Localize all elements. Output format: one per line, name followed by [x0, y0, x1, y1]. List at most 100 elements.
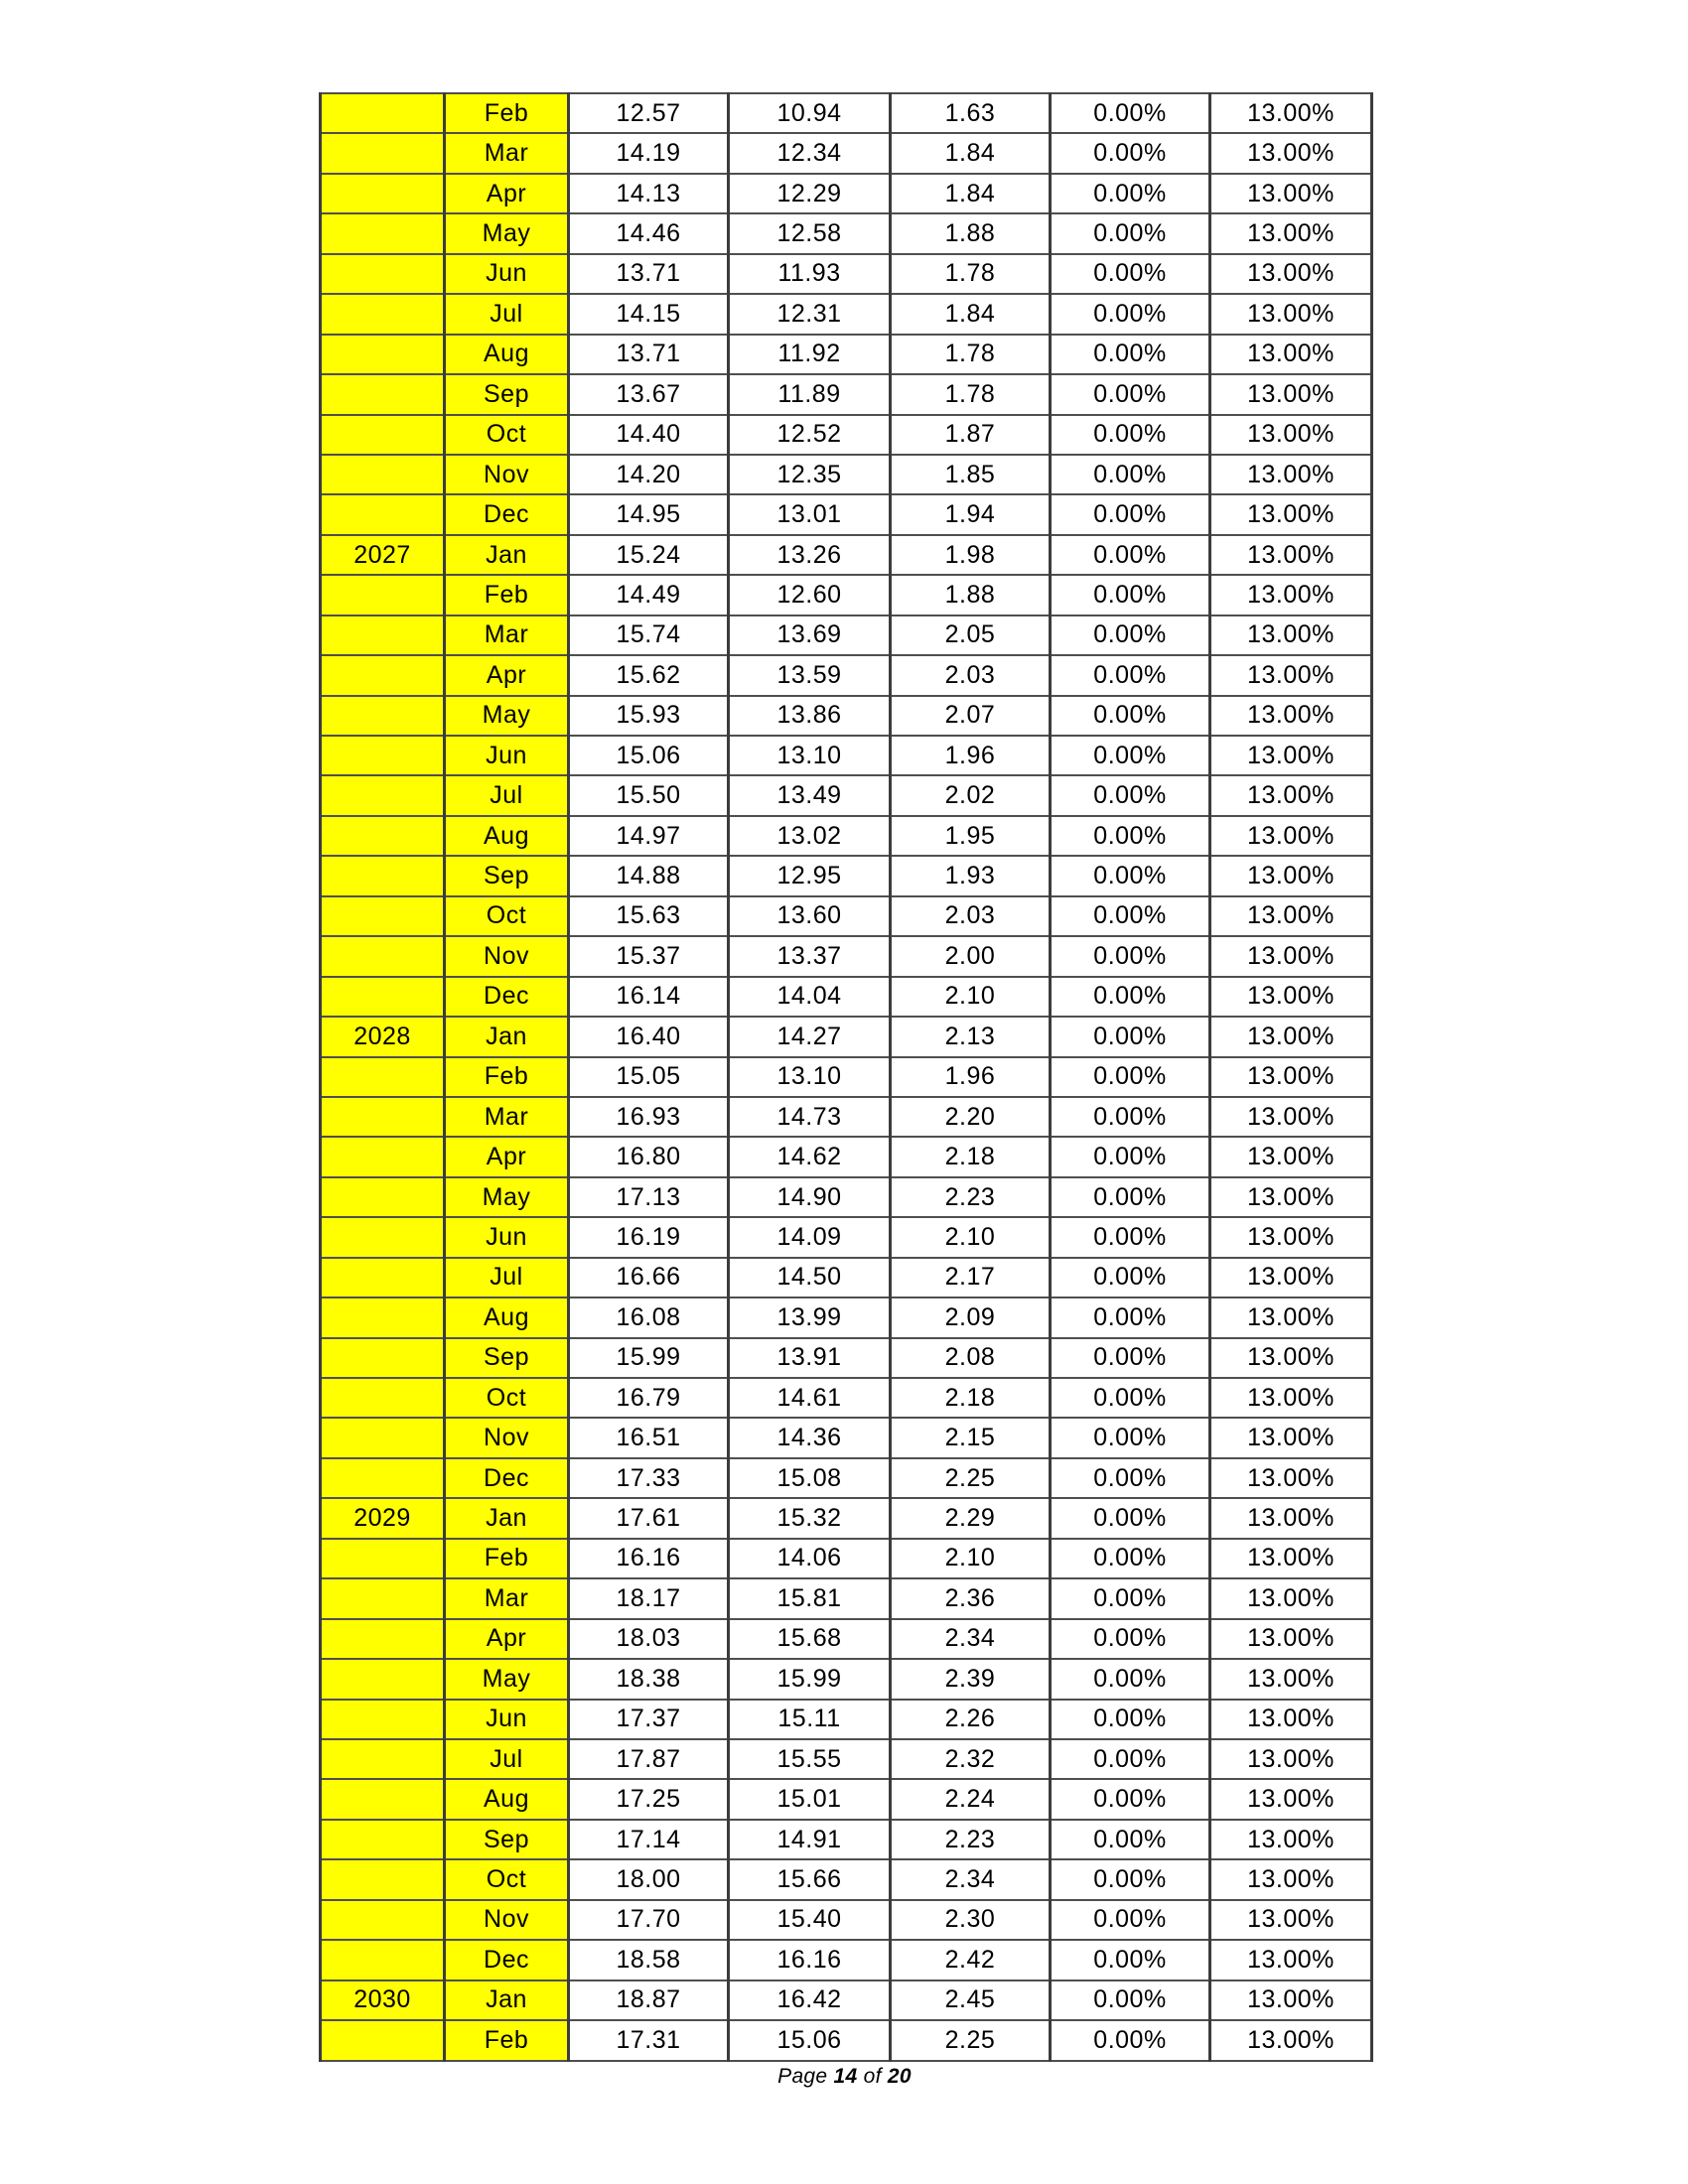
rate2-cell: 13.00% — [1208, 1778, 1373, 1821]
value2-cell: 11.92 — [727, 333, 892, 376]
year-cell — [319, 574, 446, 616]
value1-cell: 16.08 — [567, 1297, 730, 1339]
value2-cell: 12.29 — [727, 172, 892, 215]
value3-cell: 2.36 — [889, 1577, 1052, 1620]
table-row: Nov 16.51 14.36 2.15 0.00% 13.00% — [319, 1417, 1373, 1459]
value3-cell: 1.95 — [889, 814, 1052, 858]
month-cell: Sep — [443, 1336, 570, 1380]
rate2-cell: 13.00% — [1208, 1216, 1373, 1259]
value3-cell: 2.00 — [889, 935, 1052, 978]
table-row: Feb 15.05 13.10 1.96 0.00% 13.00% — [319, 1055, 1373, 1098]
rate1-cell: 0.00% — [1049, 1297, 1211, 1339]
value3-cell: 1.88 — [889, 212, 1052, 255]
month-cell: Aug — [443, 1778, 570, 1821]
value1-cell: 18.00 — [567, 1858, 730, 1901]
year-cell — [319, 1136, 446, 1178]
value1-cell: 17.70 — [567, 1898, 730, 1942]
value2-cell: 14.50 — [727, 1256, 892, 1299]
month-cell: Aug — [443, 1297, 570, 1339]
rate2-cell: 13.00% — [1208, 1297, 1373, 1339]
value3-cell: 2.07 — [889, 694, 1052, 738]
rate1-cell: 0.00% — [1049, 453, 1211, 496]
rate1-cell: 0.00% — [1049, 814, 1211, 858]
month-cell: Aug — [443, 333, 570, 376]
value1-cell: 16.66 — [567, 1256, 730, 1299]
rate1-cell: 0.00% — [1049, 1336, 1211, 1380]
value1-cell: 15.74 — [567, 614, 730, 657]
value1-cell: 17.25 — [567, 1778, 730, 1821]
value1-cell: 14.95 — [567, 493, 730, 536]
value1-cell: 18.38 — [567, 1658, 730, 1701]
value1-cell: 12.57 — [567, 91, 730, 135]
table-row: 2030 Jan 18.87 16.42 2.45 0.00% 13.00% — [319, 1979, 1373, 2022]
month-cell: Jul — [443, 1256, 570, 1299]
value3-cell: 1.88 — [889, 574, 1052, 616]
rate1-cell: 0.00% — [1049, 252, 1211, 296]
rate1-cell: 0.00% — [1049, 533, 1211, 577]
rate2-cell: 13.00% — [1208, 1537, 1373, 1580]
rate2-cell: 13.00% — [1208, 1256, 1373, 1299]
table-row: Jul 15.50 13.49 2.02 0.00% 13.00% — [319, 774, 1373, 817]
rate1-cell: 0.00% — [1049, 1698, 1211, 1740]
year-cell — [319, 1898, 446, 1942]
value2-cell: 15.55 — [727, 1737, 892, 1781]
year-cell — [319, 1778, 446, 1821]
month-cell: Apr — [443, 172, 570, 215]
month-cell: Jan — [443, 1497, 570, 1540]
table-row: Mar 16.93 14.73 2.20 0.00% 13.00% — [319, 1095, 1373, 1139]
rate2-cell: 13.00% — [1208, 1658, 1373, 1701]
table-row: Oct 14.40 12.52 1.87 0.00% 13.00% — [319, 413, 1373, 456]
value2-cell: 12.35 — [727, 453, 892, 496]
rate2-cell: 13.00% — [1208, 894, 1373, 938]
value2-cell: 15.68 — [727, 1617, 892, 1661]
month-cell: Nov — [443, 935, 570, 978]
value2-cell: 13.37 — [727, 935, 892, 978]
table-row: Mar 18.17 15.81 2.36 0.00% 13.00% — [319, 1577, 1373, 1620]
value2-cell: 14.06 — [727, 1537, 892, 1580]
year-cell — [319, 1216, 446, 1259]
value1-cell: 16.51 — [567, 1417, 730, 1459]
year-cell — [319, 774, 446, 817]
rate1-cell: 0.00% — [1049, 1939, 1211, 1981]
value1-cell: 18.03 — [567, 1617, 730, 1661]
rate1-cell: 0.00% — [1049, 1055, 1211, 1098]
value1-cell: 15.99 — [567, 1336, 730, 1380]
month-cell: Mar — [443, 1095, 570, 1139]
year-cell: 2028 — [319, 1016, 446, 1058]
month-cell: Dec — [443, 1456, 570, 1500]
value1-cell: 17.31 — [567, 2019, 730, 2062]
year-cell — [319, 1376, 446, 1420]
value2-cell: 14.90 — [727, 1175, 892, 1219]
table-row: Jun 15.06 13.10 1.96 0.00% 13.00% — [319, 734, 1373, 777]
rate1-cell: 0.00% — [1049, 654, 1211, 697]
value3-cell: 1.94 — [889, 493, 1052, 536]
year-cell — [319, 1737, 446, 1781]
value3-cell: 1.63 — [889, 91, 1052, 135]
rate1-cell: 0.00% — [1049, 1016, 1211, 1058]
rate1-cell: 0.00% — [1049, 1858, 1211, 1901]
table-row: Mar 15.74 13.69 2.05 0.00% 13.00% — [319, 614, 1373, 657]
value2-cell: 15.11 — [727, 1698, 892, 1740]
rate1-cell: 0.00% — [1049, 774, 1211, 817]
month-cell: Jan — [443, 1979, 570, 2022]
rate2-cell: 13.00% — [1208, 1376, 1373, 1420]
value1-cell: 17.37 — [567, 1698, 730, 1740]
rate1-cell: 0.00% — [1049, 734, 1211, 777]
rate2-cell: 13.00% — [1208, 293, 1373, 336]
month-cell: Sep — [443, 1818, 570, 1861]
value1-cell: 14.13 — [567, 172, 730, 215]
rate2-cell: 13.00% — [1208, 132, 1373, 175]
table-row: Dec 17.33 15.08 2.25 0.00% 13.00% — [319, 1456, 1373, 1500]
value1-cell: 14.88 — [567, 855, 730, 897]
rate2-cell: 13.00% — [1208, 493, 1373, 536]
year-cell — [319, 1055, 446, 1098]
month-cell: Jul — [443, 1737, 570, 1781]
value3-cell: 2.09 — [889, 1297, 1052, 1339]
year-cell — [319, 894, 446, 938]
rate2-cell: 13.00% — [1208, 1417, 1373, 1459]
year-cell — [319, 614, 446, 657]
rate1-cell: 0.00% — [1049, 1497, 1211, 1540]
rate1-cell: 0.00% — [1049, 1577, 1211, 1620]
rate2-cell: 13.00% — [1208, 1336, 1373, 1380]
